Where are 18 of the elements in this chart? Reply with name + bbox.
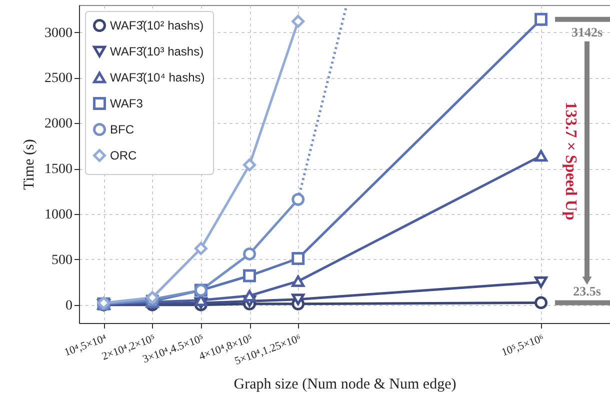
annotation: 133.7 × Speed Up [562, 102, 579, 220]
y-tick-label: 500 [52, 252, 72, 268]
annotation: 23.5s [573, 284, 601, 299]
y-tick-label: 0 [66, 298, 72, 314]
y-tick-label: 3000 [44, 26, 72, 41]
y-tick-label: 1000 [44, 207, 72, 222]
y-axis-title: Time (s) [22, 139, 38, 190]
y-tick-label: 1500 [44, 162, 72, 178]
legend-label: WAF3̂(10⁴ hashs) [110, 70, 205, 84]
legend-label: WAF3̂(10² hashs) [110, 18, 204, 32]
y-tick-label: 2500 [44, 71, 72, 86]
y-tick-label: 2000 [44, 116, 72, 132]
annotation: 3142s [571, 24, 603, 40]
legend-label: WAF3̂(10³ hashs) [110, 44, 204, 58]
legend-label: WAF3 [110, 96, 144, 110]
x-axis-title: Graph size (Num node & Num edge) [234, 376, 456, 393]
legend-label: BFC [110, 122, 134, 136]
legend-label: ORC [110, 148, 137, 162]
